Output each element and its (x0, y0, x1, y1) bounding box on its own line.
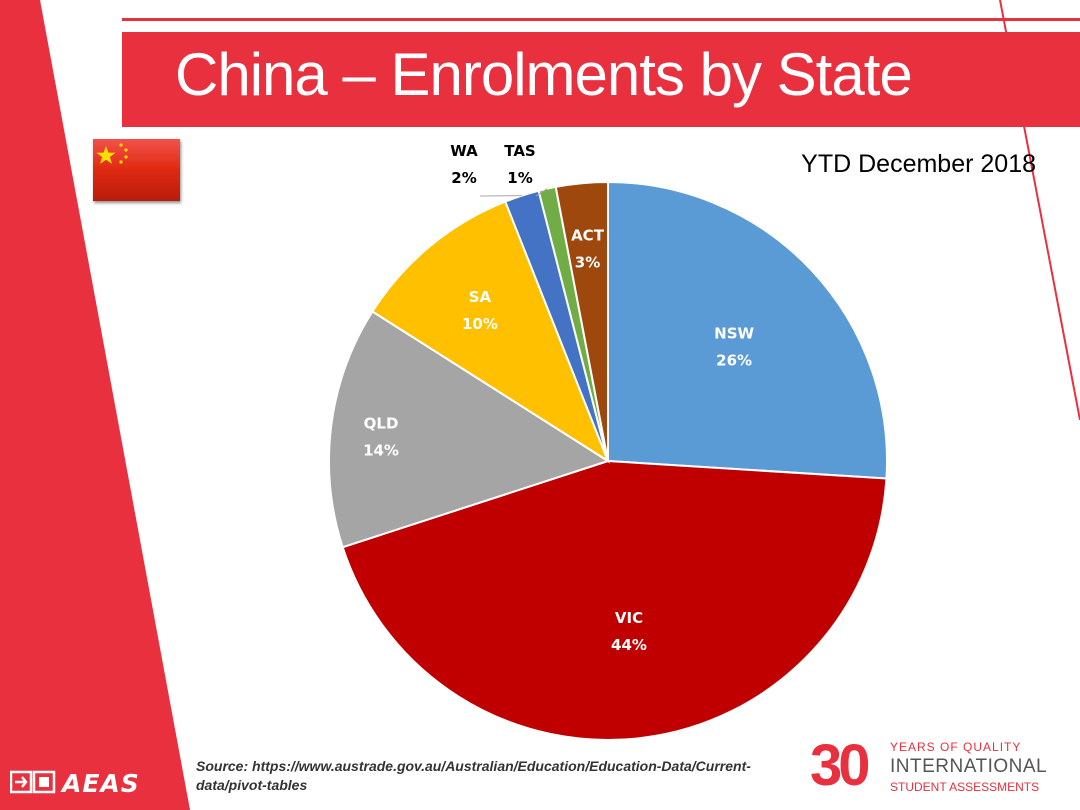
slice-value-label: 10% (462, 315, 498, 333)
slice-label-nsw: NSW 26% (714, 325, 754, 370)
slice-value-label: 1% (507, 169, 532, 187)
anniversary-line-2: INTERNATIONAL (890, 756, 1048, 777)
anniversary-line-1: YEARS OF QUALITY (890, 740, 1022, 754)
title-band (122, 32, 1080, 127)
title-top-rule (122, 18, 1080, 21)
slice-category-label: WA (450, 142, 478, 160)
slice-category-label: VIC (615, 609, 643, 627)
slice-label-tas: TAS 1% (504, 142, 535, 187)
svg-text:AEAS: AEAS (60, 769, 140, 796)
pie-slice-qld (328, 310, 611, 549)
pie-slice-sa (371, 200, 611, 464)
anniversary-number: 30 (810, 733, 870, 798)
slice-value-label: 26% (716, 352, 752, 370)
slice-value-label: 3% (575, 253, 600, 271)
slice-value-label: 2% (451, 169, 476, 187)
slice-label-wa: WA 2% (450, 142, 478, 187)
slice-category-label: NSW (714, 325, 754, 343)
china-flag-icon (93, 139, 180, 201)
slice-category-label: ACT (571, 226, 605, 244)
slice-label-qld: QLD 14% (363, 414, 399, 459)
chart-subtitle: YTD December 2018 (801, 150, 1036, 178)
slice-label-act: ACT 3% (571, 226, 605, 271)
aeas-logo: AEAS (10, 769, 140, 796)
pie-slice-act (554, 180, 609, 462)
slice-label-vic: VIC 44% (611, 609, 647, 654)
page-title: China – Enrolments by State (175, 41, 913, 108)
slice-value-label: 44% (611, 636, 647, 654)
slice-category-label: QLD (364, 414, 399, 432)
source-citation: Source: https://www.austrade.gov.au/Aust… (196, 758, 751, 793)
slice-category-label: SA (469, 288, 492, 306)
leader-line-tas (535, 188, 548, 197)
slice-category-label: TAS (504, 142, 535, 160)
slice-value-label: 14% (363, 441, 399, 459)
pie-slice-nsw (607, 180, 888, 480)
anniversary-line-3: STUDENT ASSESSMENTS (890, 780, 1040, 794)
pie-slice-vic (341, 459, 888, 741)
anniversary-badge: 30 YEARS OF QUALITY INTERNATIONAL STUDEN… (810, 733, 1050, 800)
slice-label-sa: SA 10% (462, 288, 498, 333)
